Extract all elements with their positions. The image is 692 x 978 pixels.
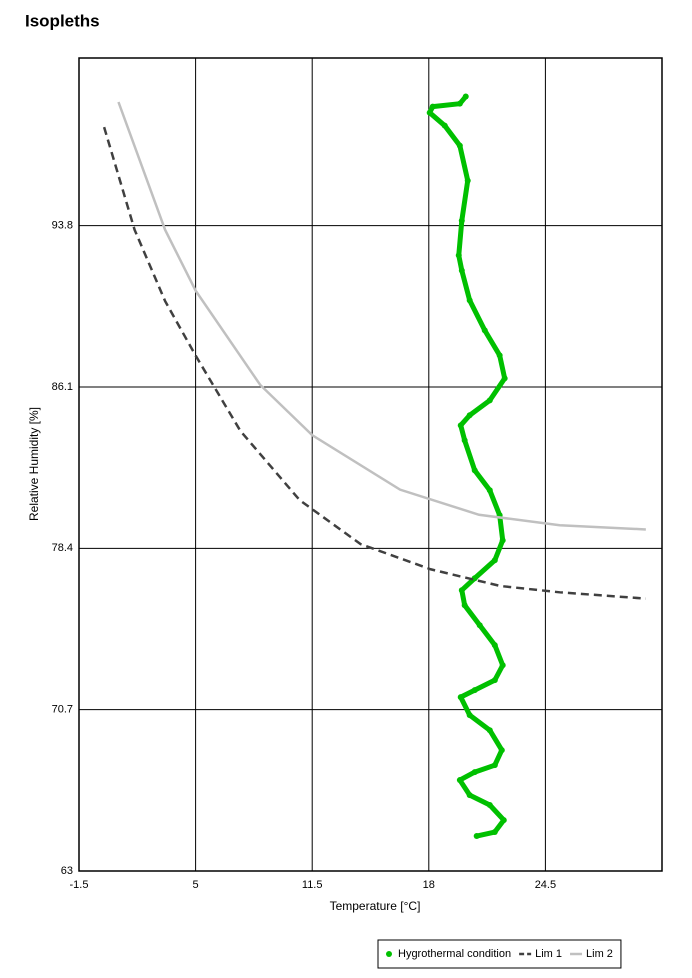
- x-tick-label: 18: [423, 879, 435, 891]
- data-point: [461, 602, 468, 609]
- y-tick-label: 86.1: [52, 381, 73, 393]
- y-axis-title: Relative Humidity [%]: [27, 407, 41, 521]
- data-point: [499, 537, 506, 544]
- data-point: [455, 252, 462, 259]
- data-point: [486, 801, 493, 808]
- data-point: [466, 792, 473, 799]
- data-point: [471, 575, 478, 582]
- data-point: [458, 267, 465, 274]
- data-point: [441, 122, 448, 129]
- data-point: [486, 727, 493, 734]
- legend-symbol: [386, 951, 392, 957]
- data-point: [456, 142, 463, 149]
- data-point: [476, 622, 483, 629]
- data-point: [486, 397, 493, 404]
- data-point: [457, 422, 464, 429]
- legend-label: Hygrothermal condition: [398, 948, 511, 960]
- data-point: [426, 109, 433, 116]
- legend-label: Lim 1: [535, 948, 562, 960]
- data-point: [491, 829, 498, 836]
- data-point: [458, 217, 465, 224]
- x-axis-title: Temperature [°C]: [330, 899, 421, 913]
- data-point: [500, 817, 507, 824]
- data-point: [491, 762, 498, 769]
- data-point: [462, 93, 469, 100]
- data-point: [491, 557, 498, 564]
- data-point: [458, 587, 465, 594]
- data-point: [464, 177, 471, 184]
- data-point: [499, 662, 506, 669]
- x-tick-label: -1.5: [70, 879, 89, 891]
- data-point: [466, 712, 473, 719]
- legend: Hygrothermal condition Lim 1 Lim 2: [377, 939, 622, 969]
- y-tick-label: 93.8: [52, 220, 73, 232]
- data-point: [486, 487, 493, 494]
- y-tick-label: 63: [61, 865, 73, 877]
- data-point: [498, 747, 505, 754]
- data-point: [471, 687, 478, 694]
- limit-line: [117, 101, 646, 531]
- x-tick-label: 5: [193, 879, 199, 891]
- x-tick-label: 11.5: [302, 879, 323, 891]
- data-point: [491, 677, 498, 684]
- data-point: [461, 437, 468, 444]
- data-point: [491, 642, 498, 649]
- data-point: [466, 297, 473, 304]
- series-trace: [427, 94, 508, 839]
- y-tick-label: 78.4: [52, 542, 73, 554]
- data-point: [456, 100, 463, 107]
- data-point: [501, 375, 508, 382]
- data-point: [457, 694, 464, 701]
- data-point: [471, 467, 478, 474]
- plot-frame: [78, 57, 663, 872]
- x-tick-label: 24.5: [535, 879, 556, 891]
- data-point: [496, 352, 503, 359]
- limit-line: [102, 126, 646, 600]
- data-point: [471, 769, 478, 776]
- data-point: [429, 103, 436, 110]
- legend-label: Lim 2: [586, 948, 613, 960]
- y-tick-label: 70.7: [52, 704, 73, 716]
- data-point: [456, 777, 463, 784]
- data-point: [473, 833, 480, 840]
- chart-title: Isopleths: [25, 11, 100, 30]
- data-point: [466, 412, 473, 419]
- data-point: [481, 327, 488, 334]
